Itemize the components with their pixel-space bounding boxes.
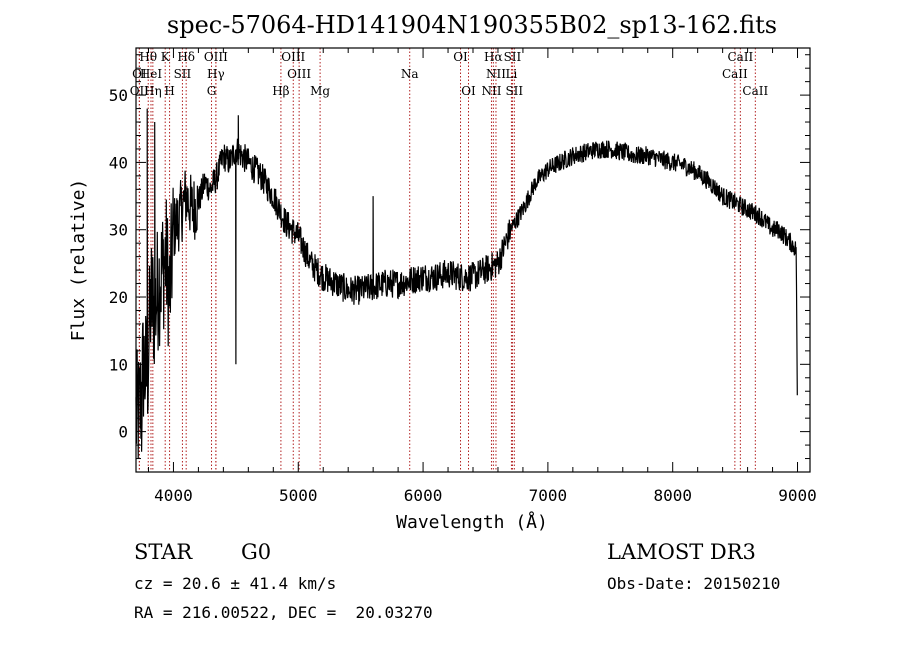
object-class: STAR	[134, 540, 193, 564]
object-subclass: G0	[241, 540, 272, 564]
spectral-line-label: SII	[505, 84, 523, 98]
spectral-line-label: HeI	[140, 67, 163, 81]
y-tick-label: 20	[109, 288, 128, 307]
spectral-line-label: Li	[506, 67, 518, 81]
spectral-line-label: CaII	[742, 84, 768, 98]
observation-date: Obs-Date: 20150210	[607, 574, 781, 593]
spectral-line-label: SII	[174, 67, 192, 81]
spectral-line-label: Hα	[484, 50, 503, 64]
spectral-line-label: NII	[486, 67, 506, 81]
spectrum-series-line	[135, 108, 798, 459]
spectral-line-label: Hη	[144, 84, 162, 98]
spectral-line-label: Hγ	[207, 67, 225, 81]
y-tick-label: 0	[118, 423, 128, 442]
spectral-line-label: OI	[453, 50, 468, 64]
x-axis-label: Wavelength (Å)	[396, 511, 548, 533]
y-tick-label: 50	[109, 86, 128, 105]
y-tick-label: 10	[109, 355, 128, 374]
spectral-line-label: CaII	[727, 50, 753, 64]
survey-name: LAMOST DR3	[607, 540, 756, 564]
redshift-velocity: cz = 20.6 ± 41.4 km/s	[134, 574, 337, 593]
coordinates: RA = 216.00522, DEC = 20.03270	[134, 603, 433, 622]
spectral-line-label: OII	[130, 84, 150, 98]
plot-frame	[135, 47, 811, 473]
spectral-line-label: OIII	[281, 50, 305, 64]
x-tick-label: 5000	[279, 486, 318, 505]
spectral-line-label: CaII	[722, 67, 748, 81]
spectral-line-label: OI	[461, 84, 476, 98]
x-tick-label: 9000	[778, 486, 817, 505]
y-axis: 0 10 20 30 40 50	[109, 54, 810, 460]
y-tick-label: 40	[109, 153, 128, 172]
spectral-line-label: OIII	[287, 67, 311, 81]
x-tick-label: 4000	[154, 486, 193, 505]
spectral-line-label: Hβ	[272, 84, 289, 98]
x-tick-label: 6000	[404, 486, 443, 505]
y-axis-label: Flux (relative)	[68, 179, 89, 342]
spectral-line-label: NII	[481, 84, 501, 98]
x-axis: 4000 5000 6000 7000 8000 9000	[147, 48, 817, 505]
x-tick-label: 8000	[653, 486, 692, 505]
spectral-line-label: Na	[401, 67, 419, 81]
y-tick-label: 30	[109, 221, 128, 240]
x-tick-label: 7000	[529, 486, 568, 505]
spectral-line-label: K	[161, 50, 171, 64]
spectral-line-markers	[138, 48, 756, 472]
spectral-line-label: OIII	[204, 50, 228, 64]
spectral-line-label: G	[207, 84, 217, 98]
spectral-line-label: SII	[504, 50, 522, 64]
spectral-line-label: Hδ	[177, 50, 195, 64]
spectral-line-label: H	[164, 84, 174, 98]
spectral-line-label: Hθ	[139, 50, 157, 64]
spectral-line-label: Mg	[310, 84, 330, 98]
chart-title: spec-57064-HD141904N190355B02_sp13-162.f…	[167, 11, 777, 39]
